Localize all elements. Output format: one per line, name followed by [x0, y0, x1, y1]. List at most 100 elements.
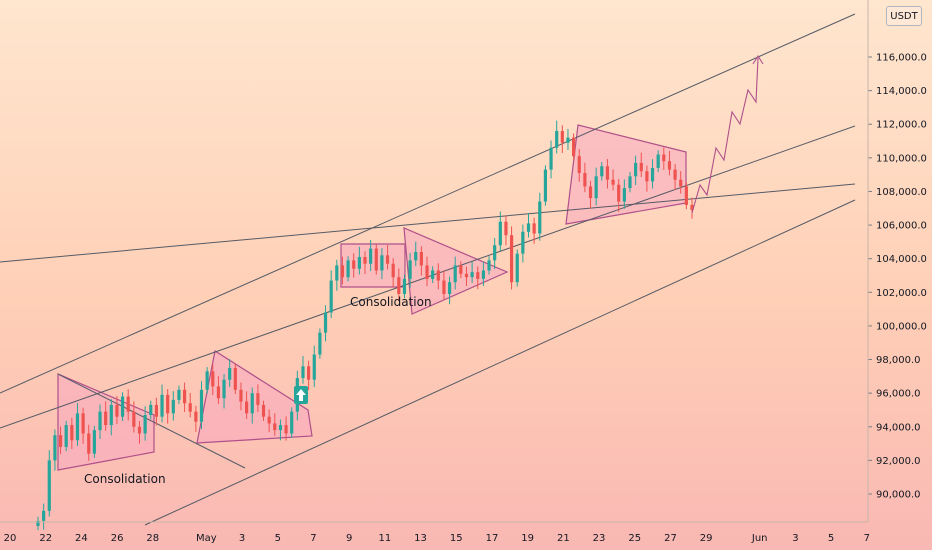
candle-body	[98, 411, 102, 431]
candle-body	[622, 188, 626, 202]
candle-body	[369, 248, 373, 264]
candle-body	[318, 332, 322, 355]
trendline-horizontal-resistance	[0, 183, 856, 263]
x-tick-label: 13	[414, 533, 427, 544]
y-tick-label: 106,000.0	[876, 221, 927, 232]
x-tick-label: 5	[275, 533, 281, 544]
candle-body	[605, 166, 610, 180]
candle-body	[261, 404, 266, 417]
candle-body	[64, 425, 68, 447]
x-tick-label: 20	[4, 533, 17, 544]
candle-body	[645, 171, 649, 182]
candle-body	[205, 371, 209, 390]
candle-body	[374, 248, 378, 271]
candle-body	[397, 277, 401, 294]
trendline-channel-upper	[0, 13, 856, 394]
candle-body	[284, 425, 288, 434]
candle-body	[549, 147, 553, 170]
y-tick-label: 116,000.0	[876, 53, 927, 64]
candle-body	[431, 270, 435, 279]
projection-layer	[691, 54, 764, 214]
candle-body	[634, 162, 638, 177]
candle-body	[690, 204, 694, 210]
x-tick-label: 29	[700, 533, 713, 544]
candle-body	[588, 186, 593, 199]
candle-body	[656, 154, 660, 168]
candle-body	[572, 137, 576, 157]
candle-body	[301, 366, 305, 379]
candle-body	[453, 265, 457, 283]
candle-body	[199, 389, 204, 422]
candle-body	[171, 399, 175, 414]
y-tick-label: 98,000.0	[876, 355, 921, 366]
candle-body	[182, 389, 187, 404]
candle-body	[447, 282, 452, 294]
y-tick-label: 102,000.0	[876, 288, 927, 299]
candle-body	[109, 404, 113, 426]
candle-body	[504, 221, 508, 236]
candle-body	[679, 179, 683, 187]
candle-body	[673, 169, 677, 180]
x-tick-label: 11	[378, 533, 391, 544]
candle-body	[228, 367, 232, 380]
candle-body	[250, 393, 254, 414]
candle-body	[273, 423, 277, 431]
y-tick-label: 110,000.0	[876, 153, 927, 164]
candle-body	[639, 162, 643, 172]
candle-body	[160, 394, 164, 417]
candle-body	[357, 257, 361, 269]
y-tick-label: 100,000.0	[876, 321, 927, 332]
candle-body	[239, 389, 243, 402]
candle-body	[278, 425, 283, 431]
x-tick-label: 15	[450, 533, 463, 544]
x-tick-label: 3	[792, 533, 798, 544]
candle-body	[476, 272, 480, 279]
candle-body	[425, 265, 429, 279]
candle-body	[216, 386, 221, 399]
up-arrow-icon	[296, 389, 306, 401]
candle-body	[81, 413, 85, 434]
candle-body	[538, 201, 542, 234]
x-tick-label: 26	[111, 533, 124, 544]
candle-body	[662, 154, 666, 162]
candle-body	[267, 416, 271, 424]
candle-body	[414, 251, 418, 261]
y-tick-label: 104,000.0	[876, 254, 927, 265]
candle-body	[408, 260, 412, 279]
y-tick-label: 96,000.0	[876, 389, 921, 400]
candle-body	[222, 379, 226, 399]
x-tick-label: 19	[521, 533, 534, 544]
projection-path	[691, 57, 759, 214]
candle-body	[617, 184, 621, 202]
candle-body	[532, 223, 536, 234]
x-tick-label: 27	[664, 533, 677, 544]
candle-body	[391, 263, 395, 278]
y-axis[interactable]: 116,000.0 114,000.0 112,000.0 110,000.0 108,…	[867, 0, 927, 522]
candle-body	[498, 221, 502, 246]
candle-body	[611, 179, 615, 185]
candle-body	[526, 223, 531, 232]
candle-body	[509, 235, 514, 283]
candle-body	[543, 169, 548, 202]
x-tick-label: May	[196, 533, 217, 544]
candle-body	[87, 433, 91, 454]
candle-body	[245, 401, 249, 414]
candle-layer	[36, 120, 694, 531]
candle-body	[53, 435, 57, 461]
candle-body	[256, 393, 260, 405]
candle-body	[340, 265, 345, 278]
x-axis[interactable]: 20 22 24 26 28 May 3 5 7 9 11 13 15 17 19 21 23 25 27 29 Jun…	[0, 521, 870, 544]
candle-body	[143, 415, 147, 434]
candle-body	[521, 231, 525, 254]
candle-body	[194, 411, 198, 422]
candle-body	[684, 186, 688, 205]
candle-body	[211, 371, 215, 387]
candle-body	[380, 255, 384, 271]
candle-body	[329, 280, 333, 313]
candle-body	[385, 255, 390, 264]
x-tick-label: 7	[310, 533, 316, 544]
x-tick-label: 21	[557, 533, 570, 544]
candle-body	[436, 270, 440, 281]
currency-unit-label[interactable]: USDT	[886, 6, 922, 26]
